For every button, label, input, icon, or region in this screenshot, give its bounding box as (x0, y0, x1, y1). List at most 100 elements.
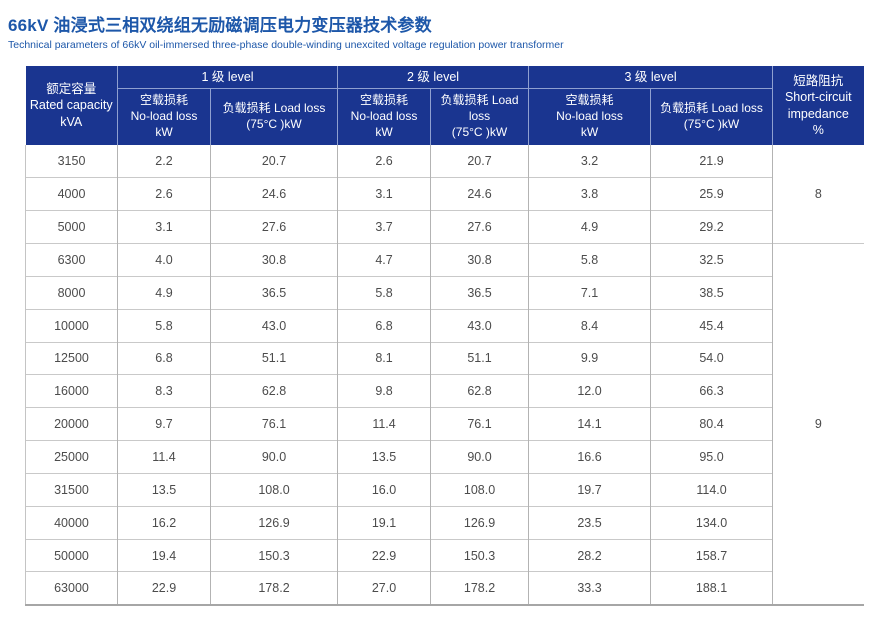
cell-l1-no-load-loss: 16.2 (117, 505, 211, 540)
cell-l1-load-loss: 76.1 (209, 407, 338, 441)
cell-l1-no-load-loss: 2.2 (117, 145, 211, 178)
cell-rated-capacity: 12500 (25, 341, 118, 375)
cell-l1-no-load-loss: 3.1 (117, 210, 211, 244)
no-load-zh: 空载损耗 (565, 93, 614, 107)
cell-l2-no-load-loss: 4.7 (337, 243, 431, 277)
cell-l2-no-load-loss: 9.8 (337, 374, 431, 408)
cell-l3-no-load-loss: 3.8 (528, 177, 651, 211)
parameters-table: 额定容量 Rated capacity kVA 1 级 level 2 级 le… (25, 66, 864, 606)
cell-l1-load-loss: 43.0 (209, 308, 338, 343)
cell-l2-no-load-loss: 6.8 (337, 308, 431, 343)
table-row: 31500 13.5 108.0 16.0 108.0 19.7 114.0 (25, 472, 864, 507)
cell-l1-load-loss: 27.6 (209, 210, 338, 244)
cell-l3-load-loss: 66.3 (650, 374, 773, 408)
cell-short-circuit-impedance: 8 (772, 145, 864, 244)
page-subtitle: Technical parameters of 66kV oil-immerse… (8, 39, 564, 51)
cell-rated-capacity: 5000 (25, 210, 118, 244)
cell-l3-no-load-loss: 9.9 (528, 341, 651, 375)
table-row: 10000 5.8 43.0 6.8 43.0 8.4 45.4 (25, 308, 864, 343)
cell-rated-capacity: 31500 (25, 472, 118, 507)
cell-l3-no-load-loss: 16.6 (528, 440, 651, 474)
cell-l1-load-loss: 150.3 (209, 538, 338, 572)
cell-rated-capacity: 25000 (25, 440, 118, 474)
cell-l2-load-loss: 51.1 (430, 341, 529, 375)
table-header: 额定容量 Rated capacity kVA 1 级 level 2 级 le… (25, 66, 864, 145)
cell-l3-load-loss: 54.0 (650, 341, 773, 375)
cell-l2-load-loss: 62.8 (430, 374, 529, 408)
cell-l3-no-load-loss: 19.7 (528, 472, 651, 507)
cell-l1-no-load-loss: 19.4 (117, 538, 211, 572)
cell-l1-no-load-loss: 11.4 (117, 440, 211, 474)
cell-l1-load-loss: 178.2 (209, 571, 338, 605)
no-load-en: No-load loss (130, 108, 198, 123)
no-load-unit: kW (580, 124, 599, 139)
impedance-header: 短路阻抗 Short-circuit impedance % (772, 66, 864, 145)
header-level-row: 额定容量 Rated capacity kVA 1 级 level 2 级 le… (25, 66, 864, 145)
cell-l1-no-load-loss: 2.6 (117, 177, 211, 211)
rated-capacity-en: Rated capacity (29, 98, 113, 113)
cell-l1-no-load-loss: 4.0 (117, 243, 211, 277)
header-sub-row: 空载损耗 No-load loss kW 负载损耗 Load loss (75°… (26, 87, 864, 145)
table-row: 5000 3.1 27.6 3.7 27.6 4.9 29.2 (25, 210, 864, 244)
cell-l3-load-loss: 114.0 (650, 472, 773, 507)
cell-l1-load-loss: 24.6 (209, 177, 338, 211)
cell-l1-load-loss: 30.8 (209, 243, 338, 277)
table-row: 63000 22.9 178.2 27.0 178.2 33.3 188.1 (25, 571, 864, 605)
cell-l2-load-loss: 27.6 (430, 210, 529, 244)
table-row: 50000 19.4 150.3 22.9 150.3 28.2 158.7 (25, 538, 864, 572)
cell-l2-no-load-loss: 16.0 (337, 472, 431, 507)
l1-load-loss-header: 负载损耗 Load loss (75°C )kW (209, 87, 339, 145)
cell-l3-no-load-loss: 4.9 (528, 210, 651, 244)
cell-l1-load-loss: 36.5 (209, 275, 338, 310)
table-row: 40000 16.2 126.9 19.1 126.9 23.5 134.0 (25, 505, 864, 540)
cell-l1-no-load-loss: 5.8 (117, 308, 211, 343)
page-title: 66kV 油浸式三相双绕组无励磁调压电力变压器技术参数 (8, 16, 432, 35)
no-load-en: No-load loss (350, 108, 418, 123)
rated-capacity-unit: kVA (60, 114, 83, 129)
cell-l3-load-loss: 29.2 (650, 210, 773, 244)
cell-rated-capacity: 20000 (25, 407, 118, 441)
load-line2: (75°C )kW (451, 124, 508, 139)
no-load-zh: 空载损耗 (360, 93, 409, 107)
table-row: 25000 11.4 90.0 13.5 90.0 16.6 95.0 (25, 440, 864, 474)
cell-l3-load-loss: 158.7 (650, 538, 773, 572)
no-load-en: No-load loss (556, 108, 623, 123)
cell-l3-no-load-loss: 5.8 (528, 243, 651, 277)
cell-l1-no-load-loss: 4.9 (117, 275, 211, 310)
cell-l3-no-load-loss: 3.2 (528, 145, 651, 178)
cell-l3-load-loss: 95.0 (650, 440, 773, 474)
no-load-unit: kW (155, 124, 173, 139)
table-row: 3150 2.2 20.7 2.6 20.7 3.2 21.9 8 (25, 145, 864, 244)
cell-l2-load-loss: 43.0 (430, 308, 529, 343)
cell-rated-capacity: 10000 (25, 308, 118, 343)
table-row: 20000 9.7 76.1 11.4 76.1 14.1 80.4 (25, 407, 864, 441)
cell-l1-load-loss: 90.0 (209, 440, 338, 474)
cell-l3-load-loss: 32.5 (650, 243, 773, 277)
cell-l1-no-load-loss: 8.3 (117, 374, 211, 408)
page: 66kV 油浸式三相双绕组无励磁调压电力变压器技术参数 Technical pa… (8, 16, 864, 606)
cell-l2-load-loss: 36.5 (430, 275, 529, 310)
cell-rated-capacity: 4000 (25, 177, 118, 211)
no-load-zh: 空载损耗 (139, 93, 188, 107)
cell-l3-load-loss: 134.0 (650, 505, 773, 540)
table-row: 16000 8.3 62.8 9.8 62.8 12.0 66.3 (25, 374, 864, 408)
cell-l1-no-load-loss: 6.8 (117, 341, 211, 375)
cell-l3-load-loss: 45.4 (650, 308, 773, 343)
cell-rated-capacity: 16000 (25, 374, 118, 408)
cell-l3-load-loss: 38.5 (650, 275, 773, 310)
cell-l2-no-load-loss: 27.0 (337, 571, 431, 605)
cell-rated-capacity: 8000 (25, 275, 118, 310)
cell-l1-load-loss: 126.9 (209, 505, 338, 540)
cell-l3-load-loss: 21.9 (650, 145, 773, 178)
cell-l2-load-loss: 90.0 (430, 440, 529, 474)
cell-l2-load-loss: 24.6 (430, 177, 529, 211)
level-2-header: 2 级 level (337, 66, 530, 89)
cell-l2-load-loss: 20.7 (430, 145, 529, 178)
cell-l2-no-load-loss: 8.1 (337, 341, 431, 375)
cell-l3-load-loss: 25.9 (650, 177, 773, 211)
cell-l3-no-load-loss: 33.3 (528, 571, 651, 605)
cell-rated-capacity: 6300 (25, 243, 118, 277)
cell-short-circuit-impedance: 9 (772, 243, 864, 605)
cell-l1-load-loss: 62.8 (209, 374, 338, 408)
cell-l2-no-load-loss: 3.7 (337, 210, 431, 244)
